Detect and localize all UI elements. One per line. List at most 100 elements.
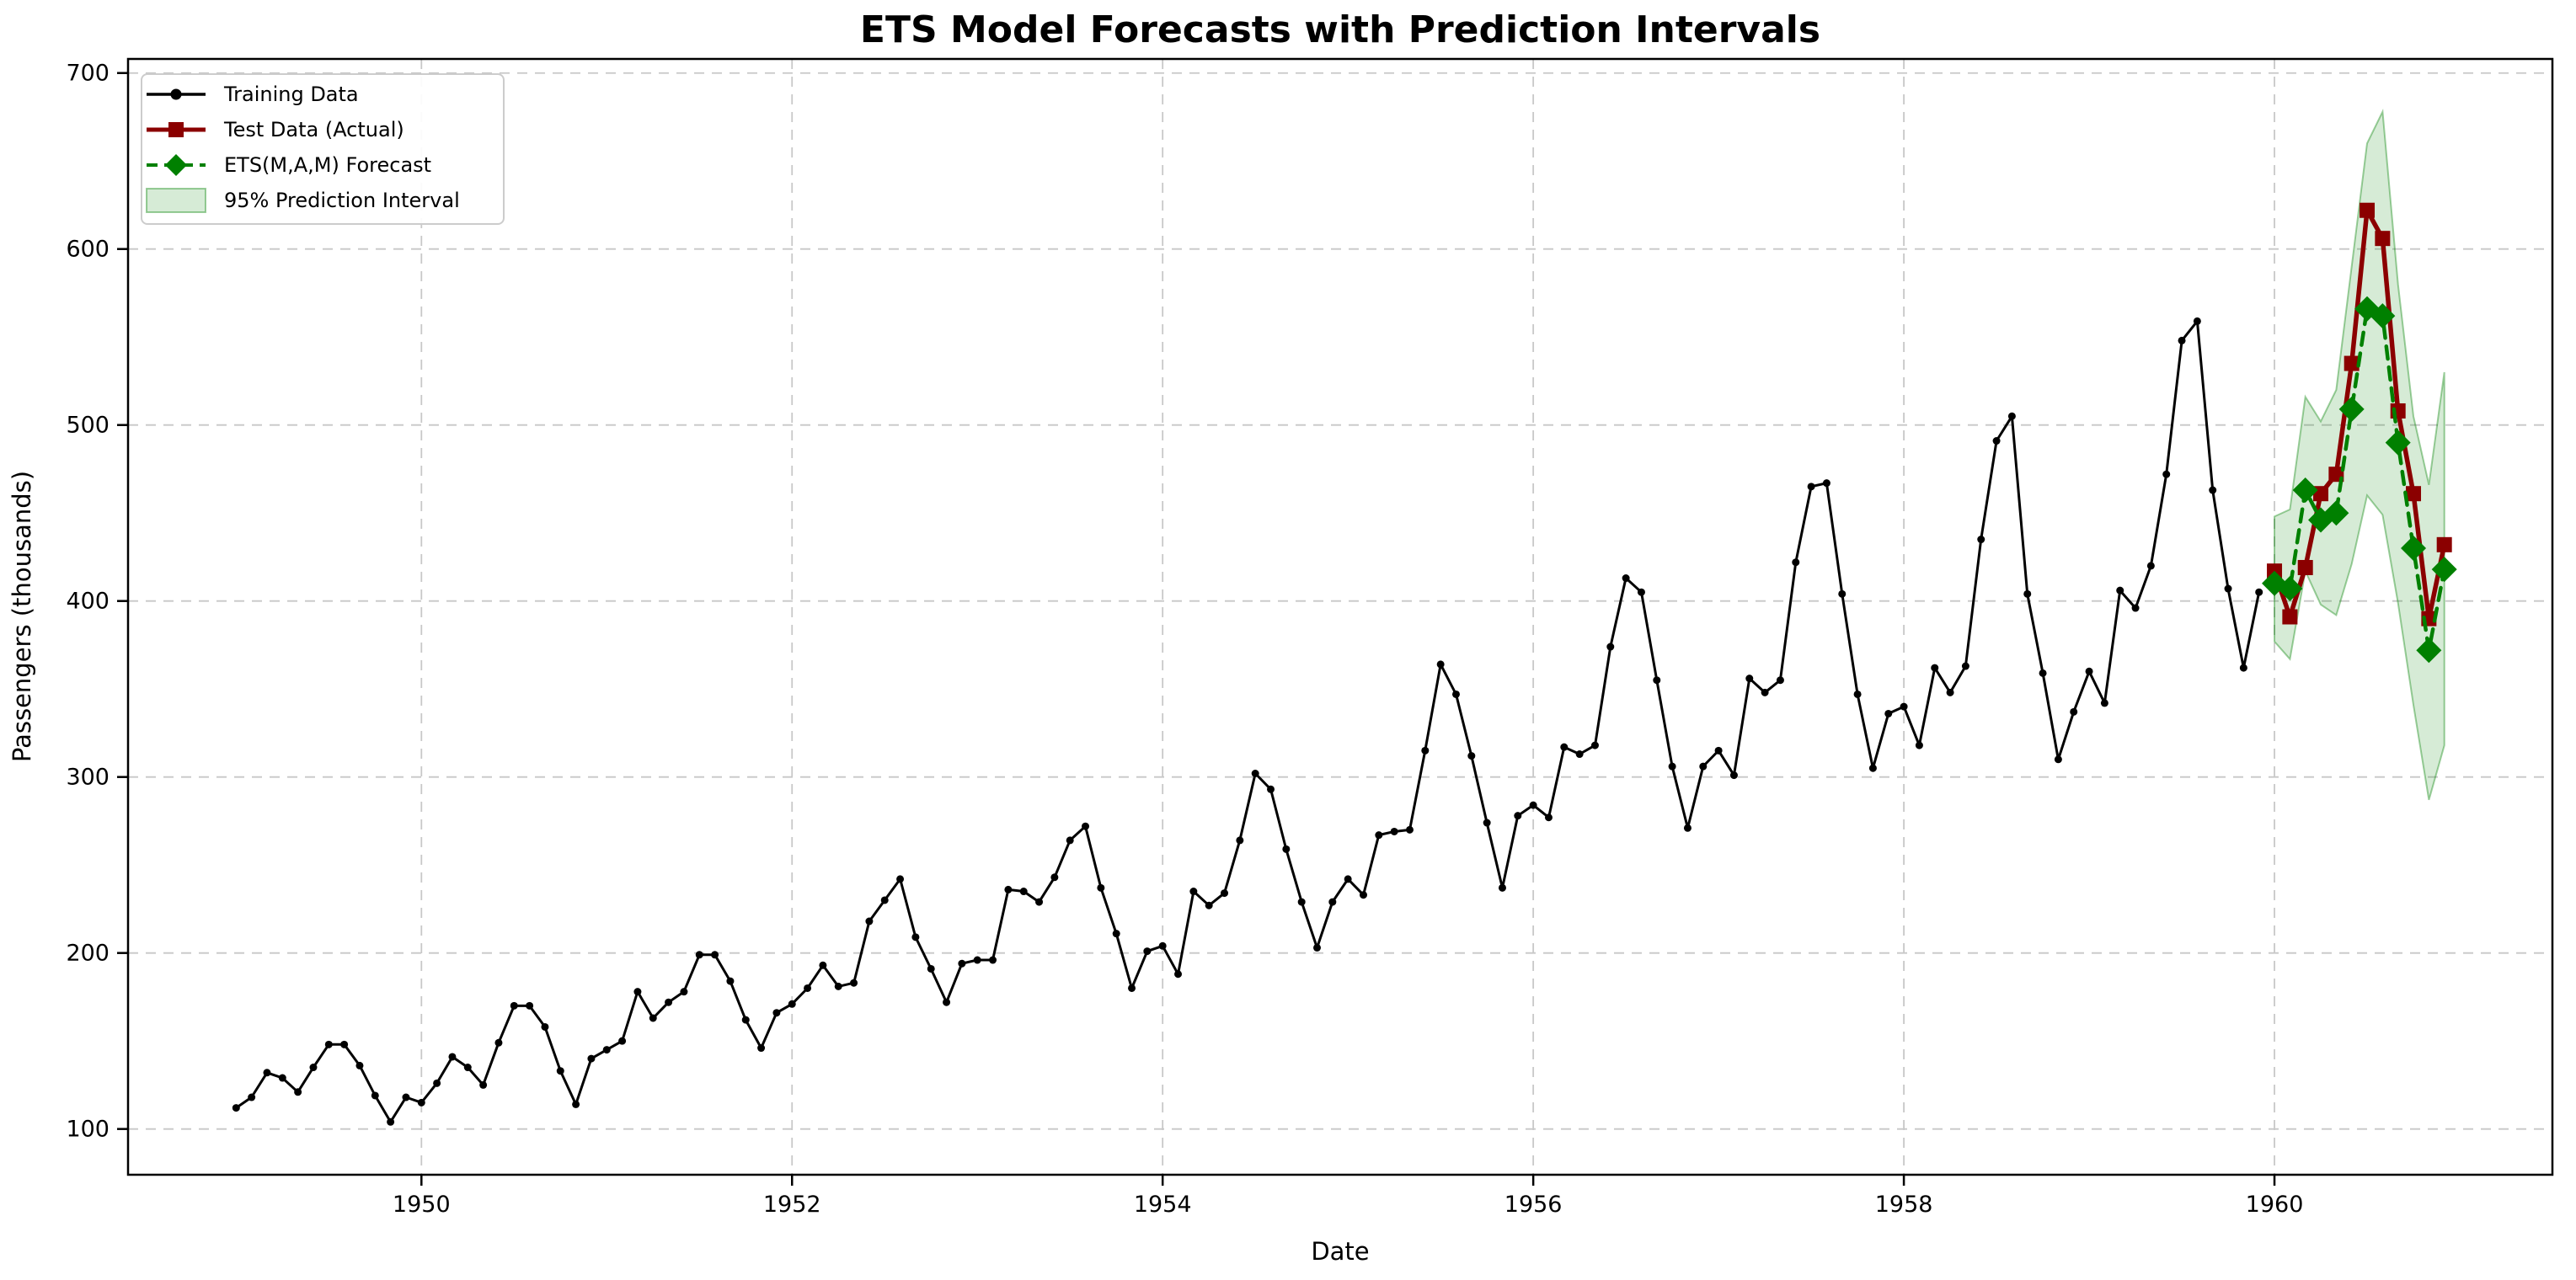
training-data-marker (865, 917, 874, 925)
training-data-marker (1112, 930, 1120, 938)
forecast-marker (2277, 576, 2303, 602)
training-data-marker (741, 1016, 750, 1024)
x-tick-label: 1952 (763, 1192, 821, 1218)
training-data-marker (1622, 574, 1630, 583)
training-data-marker (1128, 984, 1136, 992)
x-tick-label: 1950 (393, 1192, 451, 1218)
training-data-marker (294, 1088, 302, 1096)
plot-frame (126, 57, 2554, 1176)
test-data-marker (2375, 231, 2391, 247)
legend-label-forecast: ETS(M,A,M) Forecast (224, 153, 431, 177)
training-data-marker (834, 982, 842, 990)
training-data-marker (788, 1000, 796, 1008)
training-data-marker (2239, 664, 2247, 672)
training-data-marker (1544, 813, 1553, 822)
training-data-marker (479, 1080, 488, 1089)
training-data-marker (1421, 746, 1430, 755)
forecast-marker (2431, 557, 2457, 583)
training-data-marker (772, 1009, 781, 1017)
legend-circle-marker-icon (170, 88, 182, 100)
legend-box (141, 73, 505, 225)
training-data-marker (2100, 699, 2108, 707)
training-data-marker (387, 1117, 395, 1126)
test-data-marker (2436, 536, 2452, 552)
training-data-marker (1498, 883, 1506, 892)
forecast-marker (2385, 429, 2411, 456)
training-data-marker (1019, 888, 1028, 896)
training-data-marker (1467, 752, 1476, 760)
training-data-marker (371, 1091, 379, 1100)
training-data-marker (1514, 812, 1522, 820)
training-data-marker (1004, 885, 1013, 893)
training-data-marker (1082, 822, 1090, 830)
legend-label-interval: 95% Prediction Interval (224, 189, 460, 212)
training-data-marker (1282, 845, 1291, 853)
training-data-marker (402, 1093, 410, 1101)
training-data-marker (2007, 412, 2016, 420)
training-data-marker (1868, 764, 1877, 772)
training-data-marker (340, 1040, 349, 1048)
training-data-marker (1668, 762, 1676, 771)
training-data-marker (819, 961, 827, 969)
training-data-marker (1637, 588, 1645, 596)
training-data-marker (417, 1098, 425, 1107)
training-data-marker (896, 875, 905, 883)
training-data-marker (1884, 709, 1893, 717)
training-data-marker (1729, 771, 1738, 780)
training-data-marker (1390, 827, 1398, 835)
training-data-marker (1529, 801, 1537, 809)
training-data-marker (1900, 702, 1908, 711)
training-data-marker (1328, 898, 1337, 906)
training-data-marker (1066, 836, 1074, 845)
series-forecast (2262, 296, 2457, 664)
y-tick-label: 300 (66, 765, 110, 791)
training-data-marker (2209, 486, 2217, 494)
training-data-marker (2054, 755, 2062, 764)
training-data-marker (1961, 662, 1969, 670)
training-data-marker (1745, 675, 1754, 683)
training-data-marker (1483, 819, 1491, 827)
prediction-interval-polygon (2274, 109, 2445, 801)
training-data-marker (618, 1037, 627, 1045)
forecast-marker (2416, 637, 2442, 664)
training-data-marker (1405, 825, 1414, 834)
y-tick-label: 100 (66, 1117, 110, 1143)
x-tick-label: 1958 (1875, 1192, 1933, 1218)
training-data-marker (2023, 589, 2032, 598)
training-data-marker (1035, 898, 1044, 906)
training-data-marker (989, 956, 997, 964)
legend-label-training: Training Data (223, 83, 359, 106)
legend-item-interval: 95% Prediction Interval (146, 188, 460, 213)
training-data-marker (433, 1079, 441, 1087)
legend: Training Data Test Data (Actual) ETS(M,A… (141, 73, 505, 225)
training-data-marker (1931, 664, 1939, 672)
forecast-marker (2370, 303, 2396, 329)
training-data-marker (1992, 437, 2001, 445)
legend-interval-patch-icon (146, 188, 206, 213)
training-data-marker (2039, 669, 2047, 677)
training-data-marker (2162, 470, 2171, 478)
axis-ticks (117, 72, 2276, 1186)
training-data-line (234, 319, 2261, 1123)
training-data-marker (526, 1001, 534, 1010)
test-data-marker (2406, 486, 2422, 502)
training-data-marker (850, 979, 858, 987)
training-data-marker (1436, 660, 1445, 669)
training-data-marker (1267, 785, 1275, 793)
test-data-actual--line (2272, 207, 2447, 621)
training-data-marker (1297, 898, 1306, 906)
forecast-marker (2323, 500, 2349, 526)
training-data-marker (1699, 762, 1708, 771)
training-data-marker (1822, 479, 1830, 488)
test-data-marker (2297, 559, 2313, 575)
training-data-marker (695, 951, 703, 959)
training-data-marker (1359, 891, 1367, 899)
forecast-marker (2292, 477, 2318, 504)
training-data-marker (943, 998, 951, 1006)
x-tick-label: 1954 (1134, 1192, 1192, 1218)
training-data-marker (757, 1044, 766, 1053)
y-tick-label: 600 (66, 237, 110, 263)
training-data-marker (1776, 676, 1784, 685)
training-data-marker (556, 1067, 564, 1075)
